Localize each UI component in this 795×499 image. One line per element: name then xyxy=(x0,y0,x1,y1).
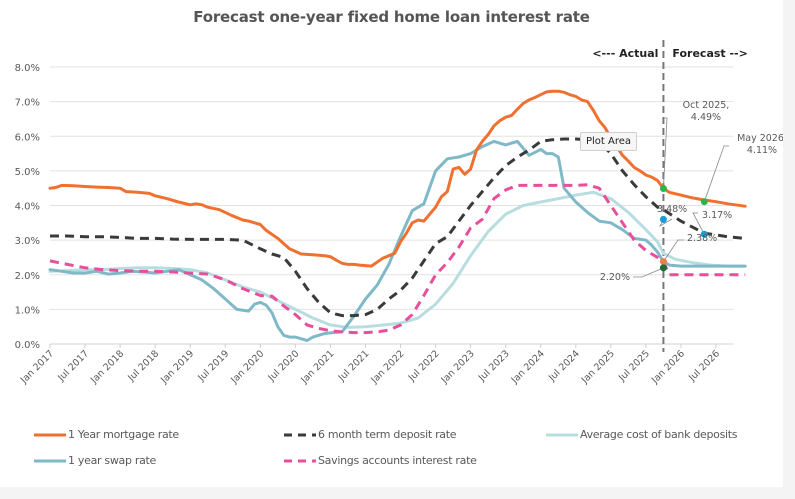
leader-line xyxy=(663,117,668,189)
legend-item[interactable]: 6 month term deposit rate xyxy=(284,428,457,441)
chart-title: Forecast one-year fixed home loan intere… xyxy=(193,8,590,26)
annotation-marker xyxy=(700,230,708,238)
leader-line xyxy=(633,267,664,278)
annotation-value: 4.11% xyxy=(747,145,777,156)
legend-item[interactable]: 1 Year mortgage rate xyxy=(34,428,179,441)
legend-swatch xyxy=(284,459,316,463)
annotation: May 2026,4.11% xyxy=(700,133,783,206)
x-tick-label: Jul 2019 xyxy=(196,348,232,384)
actual-label: <--- Actual xyxy=(592,47,658,60)
y-axis: 0.0% 1.0% 2.0% 3.0% 4.0% 5.0% 6.0% 7.0% 8.0% xyxy=(15,63,40,351)
chart-card: Forecast one-year fixed home loan intere… xyxy=(0,0,783,487)
legend-swatch xyxy=(34,459,66,463)
y-tick-label: 4.0% xyxy=(15,202,40,213)
legend-label: 1 year swap rate xyxy=(68,454,157,467)
legend-label: Average cost of bank deposits xyxy=(580,428,738,441)
forecast-divider: <--- Actual Forecast --> xyxy=(592,40,748,352)
annotation-label: 3.48% xyxy=(657,204,687,215)
annotation-marker xyxy=(659,215,667,223)
legend-swatch xyxy=(34,433,66,437)
annotation-marker xyxy=(659,185,667,193)
x-tick-label: Jan 2019 xyxy=(158,348,196,386)
x-tick-label: Jan 2020 xyxy=(228,348,266,386)
series-line-average-cost-of-bank-deposits xyxy=(48,190,747,329)
annotation: 3.48% xyxy=(657,204,687,228)
x-tick-label: Jan 2022 xyxy=(369,348,407,386)
y-tick-label: 6.0% xyxy=(15,132,40,143)
plot-area-tooltip: Plot Area xyxy=(580,132,638,151)
y-tick-label: 5.0% xyxy=(15,167,40,178)
x-tick-label: Jan 2023 xyxy=(439,348,477,386)
annotation-label: 2.20% xyxy=(600,272,630,283)
gridlines xyxy=(50,66,733,345)
legend-swatch xyxy=(284,433,316,437)
x-tick-label: Jul 2026 xyxy=(686,348,722,384)
annotation-label: May 2026, xyxy=(737,133,783,144)
leader-line xyxy=(663,239,684,262)
forecast-label: Forecast --> xyxy=(672,47,747,60)
x-tick-label: Jul 2022 xyxy=(406,348,442,384)
x-tick-label: Jan 2026 xyxy=(649,348,687,386)
legend-item[interactable]: Savings accounts interest rate xyxy=(284,454,477,467)
series-lines xyxy=(48,89,747,342)
line-chart: 0.0% 1.0% 2.0% 3.0% 4.0% 5.0% 6.0% 7.0% 8.0% Jan… xyxy=(15,40,783,386)
chart-legend: 1 Year mortgage rate 6 month term deposit… xyxy=(34,428,774,478)
legend-item[interactable]: 1 year swap rate xyxy=(34,454,156,467)
legend-item[interactable]: Average cost of bank deposits xyxy=(546,428,738,441)
x-tick-label: Jul 2021 xyxy=(336,348,372,384)
y-tick-label: 8.0% xyxy=(15,63,40,74)
x-tick-label: Jan 2018 xyxy=(88,348,126,386)
annotation-label: Oct 2025, xyxy=(683,100,730,111)
leader-line xyxy=(703,145,729,202)
legend-label: 6 month term deposit rate xyxy=(318,428,457,441)
x-tick-label: Jan 2025 xyxy=(579,348,617,386)
annotation-label: 2.38% xyxy=(687,233,717,244)
y-tick-label: 1.0% xyxy=(15,305,40,316)
annotation: 2.38% xyxy=(659,233,717,266)
x-tick-label: Jul 2020 xyxy=(266,348,302,384)
x-tick-label: Jan 2024 xyxy=(509,348,547,386)
legend-swatch xyxy=(546,433,578,437)
series-line-6-month-term-deposit-rate xyxy=(50,137,746,318)
x-tick-label: Jul 2017 xyxy=(55,348,91,384)
y-tick-label: 3.0% xyxy=(15,236,40,247)
x-tick-label: Jan 2021 xyxy=(298,348,336,386)
x-tick-label: Jul 2025 xyxy=(616,348,652,384)
annotation: 2.20% xyxy=(600,264,667,283)
annotation-marker xyxy=(659,258,667,266)
annotation: Oct 2025,4.49% xyxy=(659,100,730,193)
annotation-label: 3.17% xyxy=(702,210,732,221)
annotation: 3.17% xyxy=(692,210,732,238)
x-tick-label: Jul 2024 xyxy=(546,348,582,384)
y-tick-label: 7.0% xyxy=(15,98,40,109)
annotation-value: 4.49% xyxy=(691,112,721,123)
series-line-savings-accounts-interest-rate xyxy=(49,183,746,335)
legend-label: 1 Year mortgage rate xyxy=(68,428,179,441)
annotation-marker xyxy=(659,264,667,272)
legend-label: Savings accounts interest rate xyxy=(318,454,477,467)
x-tick-label: Jul 2018 xyxy=(125,348,161,384)
y-tick-label: 0.0% xyxy=(15,340,40,351)
x-tick-label: Jul 2023 xyxy=(476,348,512,384)
x-tick-label: Jan 2017 xyxy=(18,348,56,386)
y-tick-label: 2.0% xyxy=(15,271,40,282)
annotations: Oct 2025,4.49%May 2026,4.11%3.48%3.17%2.… xyxy=(600,100,783,283)
annotation-marker xyxy=(700,198,708,206)
leader-line xyxy=(692,212,705,235)
